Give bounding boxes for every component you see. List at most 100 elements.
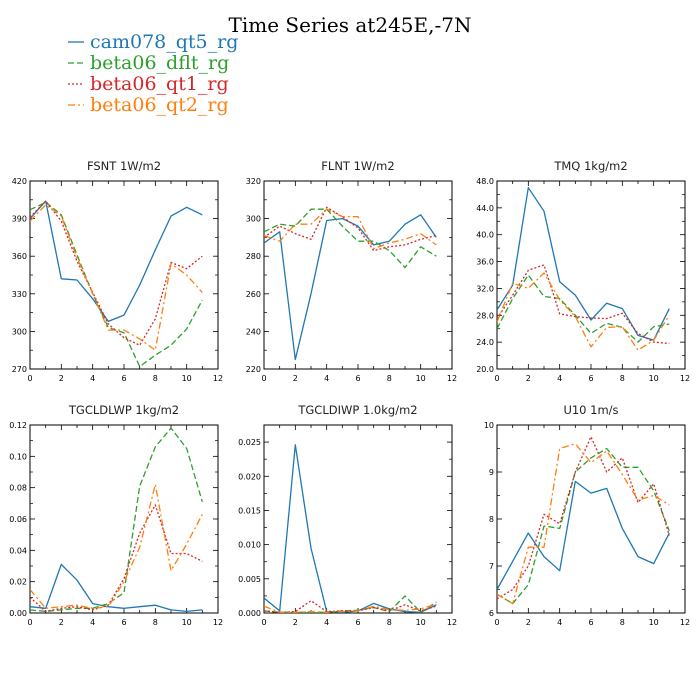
y-tick-label: 300	[12, 327, 27, 336]
x-tick-label: 6	[355, 374, 360, 383]
y-tick-label: 0.010	[238, 541, 261, 550]
x-tick-label: 8	[387, 374, 392, 383]
x-tick-label: 8	[153, 618, 158, 627]
plot-frame	[263, 180, 453, 370]
x-tick-label: 4	[90, 374, 95, 383]
y-tick-label: 0.015	[238, 506, 261, 515]
series-line-cam078_qt5_rg	[264, 214, 437, 361]
series-line-beta06_dflt_rg	[497, 274, 670, 343]
panel-1: FLNT 1W/m2 0 2 4 6 8 10 12 220 240 260 280 300 320	[246, 159, 457, 383]
series-line-beta06_dflt_rg	[264, 208, 437, 269]
x-tick-label: 10	[182, 618, 192, 627]
legend-label-cam078_qt5_rg: cam078_qt5_rg	[90, 31, 238, 53]
series-line-beta06_qt1_rg	[30, 504, 203, 613]
y-tick-label: 390	[12, 215, 27, 224]
x-tick-label: 0	[261, 374, 266, 383]
series-line-beta06_qt2_rg	[497, 443, 670, 605]
x-tick-label: 8	[387, 618, 392, 627]
y-tick-label: 28.0	[476, 311, 494, 320]
y-tick-label: 0.005	[238, 575, 261, 584]
figure-title: Time Series at245E,-7N	[229, 13, 472, 37]
x-tick-label: 0	[494, 618, 499, 627]
series-line-beta06_dflt_rg	[30, 427, 203, 613]
y-tick-label: 420	[12, 177, 27, 186]
y-tick-label: 0.10	[9, 452, 27, 461]
x-tick-label: 0	[261, 618, 266, 627]
series-line-beta06_qt1_rg	[497, 436, 670, 600]
x-tick-label: 8	[620, 374, 625, 383]
y-tick-label: 40.0	[476, 231, 494, 240]
y-tick-label: 260	[246, 290, 261, 299]
series-line-beta06_dflt_rg	[264, 595, 437, 613]
x-tick-label: 4	[324, 618, 329, 627]
panel-title: U10 1m/s	[563, 403, 618, 417]
y-tick-label: 0.02	[9, 578, 27, 587]
panel-title: TGCLDLWP 1kg/m2	[68, 403, 179, 417]
series-line-cam078_qt5_rg	[497, 187, 670, 341]
y-tick-label: 220	[246, 365, 261, 374]
y-tick-label: 330	[12, 290, 27, 299]
series-line-beta06_qt1_rg	[264, 206, 437, 252]
y-tick-label: 9	[489, 468, 494, 477]
y-tick-label: 20.0	[476, 365, 494, 374]
x-tick-label: 4	[90, 618, 95, 627]
legend-label-beta06_qt2_rg: beta06_qt2_rg	[90, 94, 229, 116]
series-line-beta06_qt1_rg	[497, 264, 670, 345]
y-tick-label: 240	[246, 327, 261, 336]
y-tick-label: 48.0	[476, 177, 494, 186]
panel-2: TMQ 1kg/m2 0 2 4 6 8 10 12 20.0 24.0 28.0 32.0 36.0 4…	[476, 159, 690, 383]
y-tick-label: 0.08	[9, 484, 27, 493]
x-tick-label: 6	[121, 374, 126, 383]
x-tick-label: 12	[213, 618, 223, 627]
x-tick-label: 2	[59, 374, 64, 383]
x-tick-label: 8	[620, 618, 625, 627]
panel-title: FLNT 1W/m2	[321, 159, 394, 173]
series-line-beta06_qt1_rg	[30, 200, 203, 346]
x-tick-label: 4	[557, 618, 562, 627]
series-line-cam078_qt5_rg	[497, 480, 670, 590]
x-tick-label: 4	[324, 374, 329, 383]
series-line-cam078_qt5_rg	[30, 563, 203, 613]
y-tick-label: 0.12	[9, 421, 27, 430]
panels: FSNT 1W/m20 2 4 6 8 10 12270300330360390420FLN…	[9, 159, 690, 627]
panel-title: TMQ 1kg/m2	[553, 159, 627, 173]
y-tick-label: 360	[12, 252, 27, 261]
x-tick-label: 6	[588, 618, 593, 627]
series-line-beta06_qt2_rg	[30, 483, 203, 609]
x-tick-label: 10	[182, 374, 192, 383]
x-tick-label: 0	[27, 374, 32, 383]
legend: cam078_qt5_rgbeta06_dflt_rgbeta06_qt1_rg…	[68, 31, 238, 116]
series-line-beta06_dflt_rg	[497, 447, 670, 605]
x-tick-label: 2	[526, 618, 531, 627]
x-tick-label: 10	[416, 618, 426, 627]
series-line-beta06_qt2_rg	[497, 272, 670, 351]
x-tick-label: 2	[59, 618, 64, 627]
legend-label-beta06_qt1_rg: beta06_qt1_rg	[90, 73, 229, 95]
series-line-beta06_qt2_rg	[30, 204, 203, 351]
panel-0: FSNT 1W/m2 0 2 4 6 8 10 12 270 300 330 360 390 420	[12, 159, 223, 383]
legend-label-beta06_dflt_rg: beta06_dflt_rg	[90, 52, 229, 74]
series-line-beta06_qt2_rg	[264, 208, 437, 250]
y-tick-label: 0.020	[238, 472, 261, 481]
panel-3: TGCLDLWP 1kg/m2 0 2 4 6 8 10 12 0.00 0.02 0.04 0.06…	[9, 403, 223, 627]
panel-4: TGCLDIWP 1.0kg/m2 0 2 4 6 8 10 12 0.000 0.005 0.01…	[238, 403, 457, 627]
y-tick-label: 10	[484, 421, 494, 430]
y-tick-label: 44.0	[476, 204, 494, 213]
plot-frame	[496, 424, 686, 614]
series-line-beta06_qt2_rg	[264, 603, 437, 613]
plot-frame	[29, 424, 219, 614]
x-tick-label: 2	[293, 374, 298, 383]
y-tick-label: 300	[246, 215, 261, 224]
x-tick-label: 6	[121, 618, 126, 627]
plot-frame	[263, 424, 453, 614]
x-tick-label: 2	[293, 618, 298, 627]
y-tick-label: 270	[12, 365, 27, 374]
x-tick-label: 10	[416, 374, 426, 383]
x-tick-label: 12	[447, 618, 457, 627]
x-tick-label: 6	[588, 374, 593, 383]
panel-title: TGCLDIWP 1.0kg/m2	[297, 403, 417, 417]
y-tick-label: 280	[246, 252, 261, 261]
series-line-cam078_qt5_rg	[30, 200, 203, 323]
series-line-cam078_qt5_rg	[264, 444, 437, 613]
